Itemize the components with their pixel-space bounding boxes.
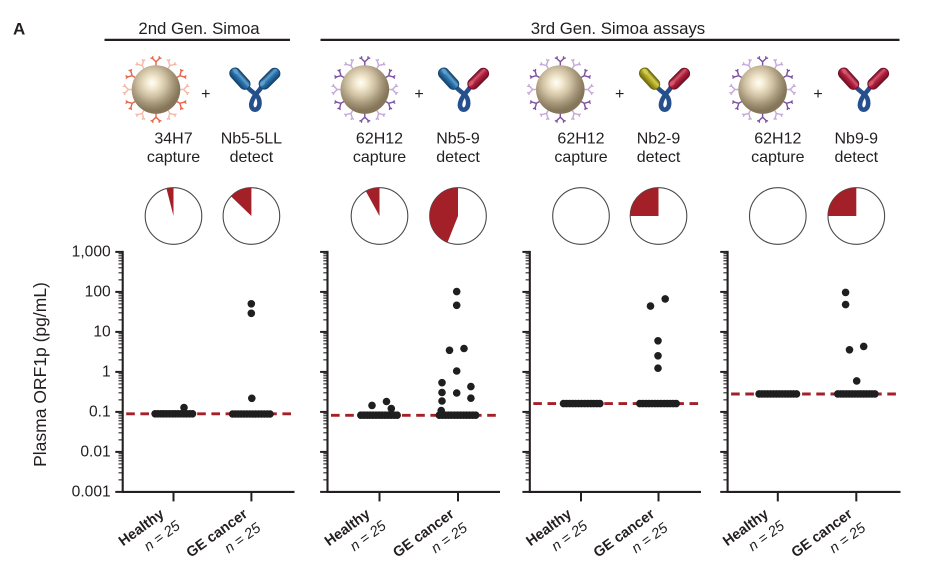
svg-text:detect: detect [230,149,274,166]
svg-text:+: + [813,86,822,103]
svg-text:A: A [13,20,25,39]
svg-text:+: + [414,86,423,103]
svg-text:3rd Gen. Simoa assays: 3rd Gen. Simoa assays [531,19,705,38]
svg-text:62H12: 62H12 [754,131,801,148]
svg-text:34H7: 34H7 [154,131,192,148]
svg-text:2nd Gen. Simoa: 2nd Gen. Simoa [138,19,260,38]
svg-text:capture: capture [147,149,200,166]
svg-text:0.001: 0.001 [72,484,111,501]
svg-text:62H12: 62H12 [557,131,604,148]
svg-text:1: 1 [102,364,111,381]
svg-text:capture: capture [353,149,406,166]
svg-text:capture: capture [751,149,804,166]
svg-text:0.1: 0.1 [89,404,111,421]
svg-text:0.01: 0.01 [80,444,110,461]
svg-text:Nb5-9: Nb5-9 [436,131,480,148]
svg-text:100: 100 [85,284,111,301]
svg-text:Nb9-9: Nb9-9 [835,131,879,148]
svg-text:Nb5-5LL: Nb5-5LL [221,131,282,148]
svg-text:Nb2-9: Nb2-9 [637,131,681,148]
svg-text:detect: detect [835,149,879,166]
svg-text:Plasma ORF1p (pg/mL): Plasma ORF1p (pg/mL) [30,282,50,467]
svg-text:1,000: 1,000 [72,244,111,261]
svg-text:10: 10 [93,324,111,341]
svg-text:+: + [615,86,624,103]
svg-text:detect: detect [637,149,681,166]
svg-text:detect: detect [436,149,480,166]
svg-text:capture: capture [554,149,607,166]
svg-text:+: + [201,86,210,103]
svg-text:62H12: 62H12 [356,131,403,148]
